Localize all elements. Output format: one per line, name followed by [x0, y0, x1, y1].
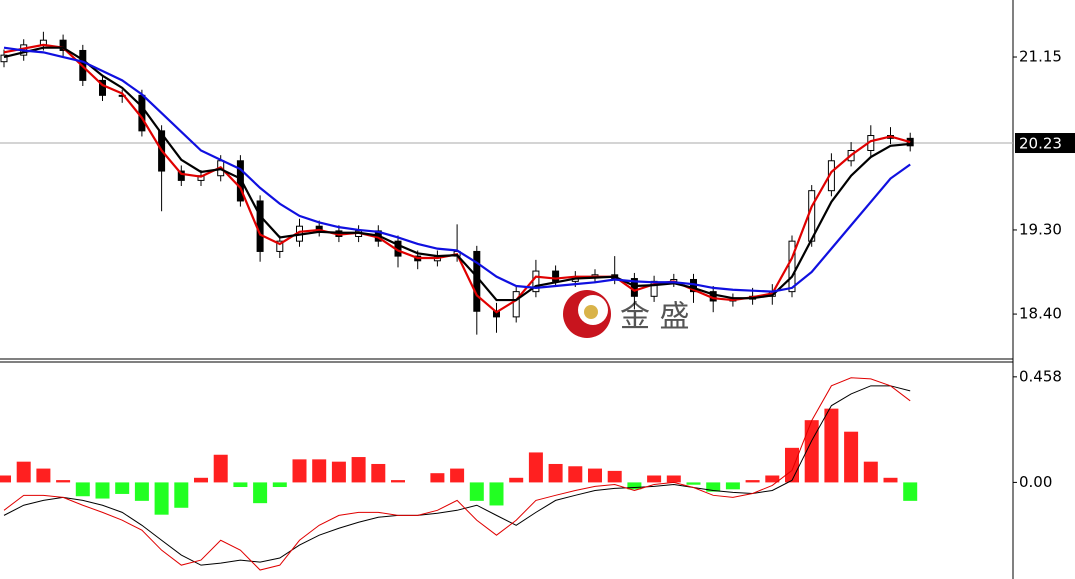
watermark: 金 盛: [620, 300, 690, 335]
histogram-bar: [430, 473, 445, 483]
histogram-bar: [292, 459, 307, 483]
candle-body: [788, 240, 796, 293]
histogram-bar: [548, 463, 563, 483]
histogram-bar: [351, 457, 366, 483]
histogram-bar: [844, 431, 859, 483]
histogram-bar: [509, 477, 524, 483]
histogram-bar: [607, 470, 622, 483]
histogram-bar: [253, 482, 268, 504]
y-tick-label: 18.40: [1019, 305, 1062, 323]
histogram-bar: [863, 461, 878, 483]
line-series: [3, 46, 911, 293]
histogram-bar: [666, 475, 681, 483]
candle-body: [59, 39, 67, 51]
candle-body: [99, 79, 106, 96]
candle-body: [552, 270, 560, 282]
histogram-bar: [824, 408, 839, 483]
histogram-bar: [588, 468, 602, 483]
histogram-bar: [804, 420, 819, 483]
histogram-bar: [0, 475, 11, 483]
histogram-bar: [627, 482, 642, 490]
histogram-bar: [528, 452, 543, 483]
histogram-bar: [785, 447, 799, 483]
histogram-bar: [686, 482, 701, 485]
line-series: [3, 377, 911, 571]
histogram-bar: [883, 477, 898, 483]
histogram-bar: [903, 482, 918, 501]
histogram-bar: [134, 482, 149, 501]
logo-dot: [584, 305, 598, 319]
histogram-bar: [647, 475, 662, 483]
line-series: [3, 385, 911, 566]
histogram-bar: [16, 461, 31, 483]
candle-body: [512, 291, 520, 318]
y-tick-label: 19.30: [1019, 220, 1062, 238]
y-tick-label: 0.458: [1019, 367, 1062, 385]
histogram-bar: [213, 454, 228, 483]
last-price-box: [1015, 133, 1075, 154]
histogram-bar: [115, 482, 130, 494]
candle-body: [138, 94, 146, 132]
candle-body: [256, 200, 264, 252]
histogram-bar: [36, 468, 51, 483]
histogram-bar: [450, 468, 465, 483]
y-tick-label: 0.00: [1019, 473, 1052, 491]
histogram-bar: [469, 482, 484, 501]
histogram-bar: [95, 482, 110, 499]
histogram-bar: [75, 482, 90, 497]
histogram-bar: [331, 461, 346, 483]
histogram-bar: [489, 482, 504, 506]
y-tick-label: 21.15: [1019, 48, 1062, 66]
histogram-bar: [371, 463, 386, 483]
histogram-bar: [233, 482, 248, 488]
histogram-bar: [174, 482, 189, 508]
histogram-bar: [194, 477, 208, 483]
histogram-bar: [725, 482, 740, 490]
histogram-bar: [745, 480, 760, 483]
candle-body: [177, 170, 185, 181]
histogram-bar: [272, 482, 287, 488]
candle-body: [276, 240, 284, 252]
histogram-bar: [765, 475, 780, 483]
last-price-label: 20.23: [1019, 135, 1062, 153]
histogram-bar: [312, 459, 327, 483]
histogram-bar: [706, 482, 721, 492]
logo: [563, 290, 611, 338]
line-series: [3, 46, 911, 302]
histogram-bar: [391, 480, 405, 483]
histogram-bar: [568, 466, 583, 483]
histogram-bar: [56, 480, 71, 483]
candle-body: [0, 54, 8, 63]
histogram-bar: [154, 482, 169, 515]
